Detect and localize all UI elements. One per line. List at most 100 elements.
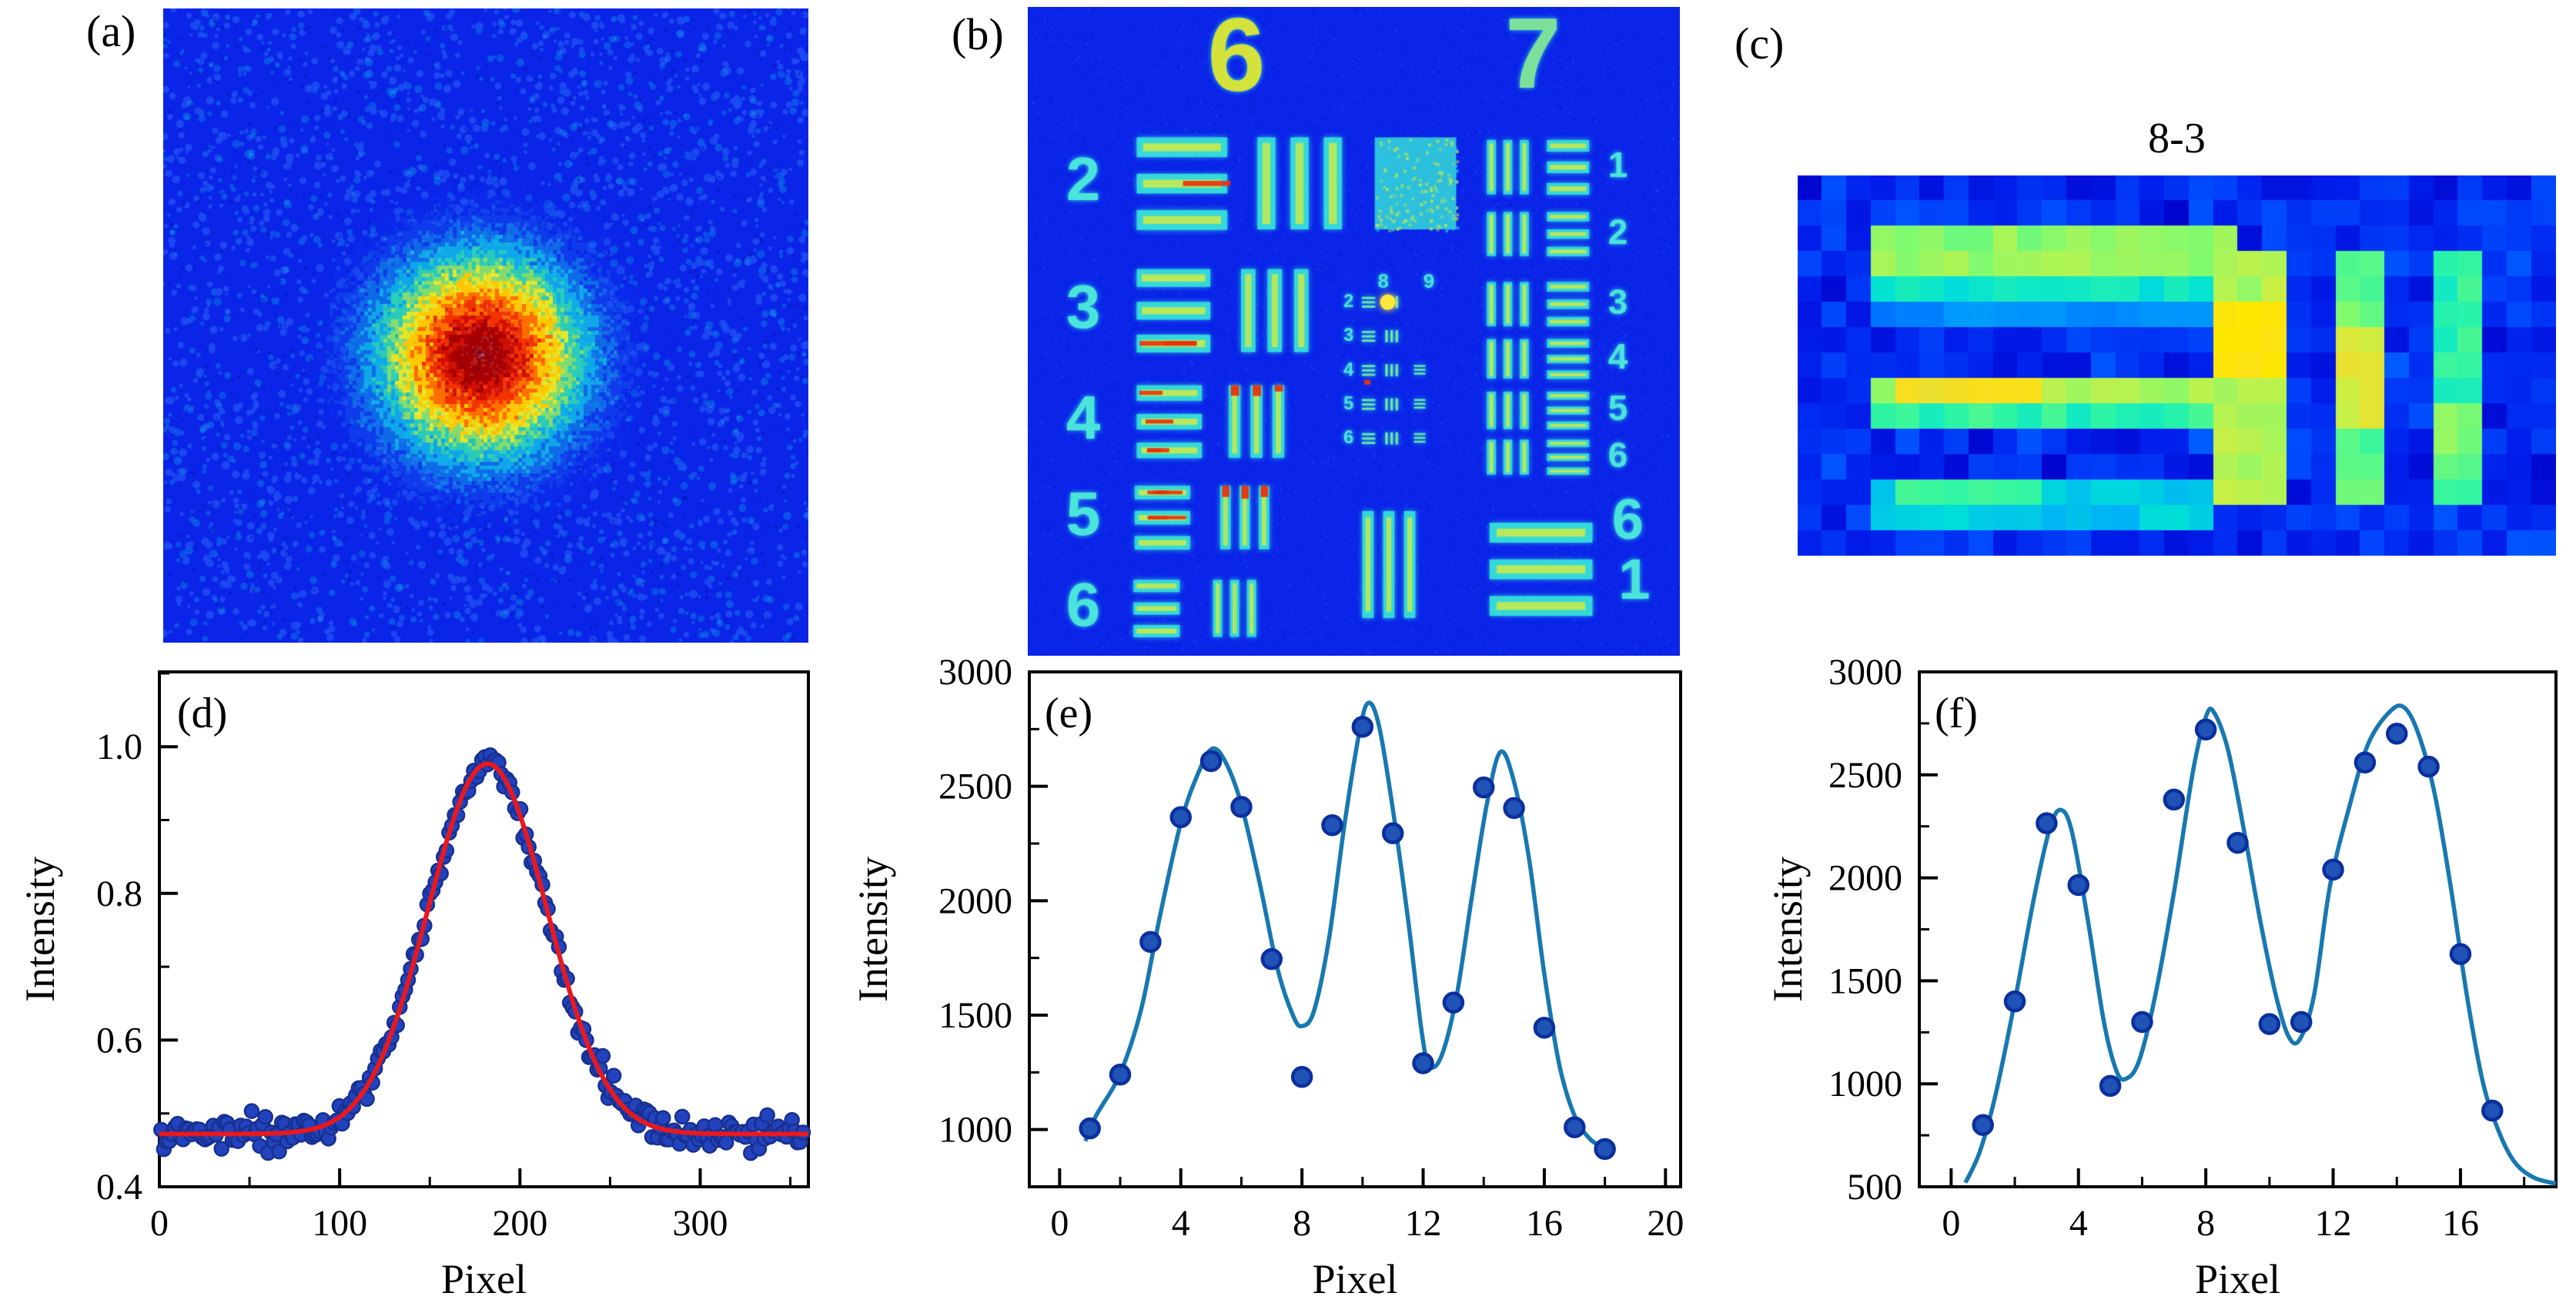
y-tick-label: 1500 (1828, 961, 1902, 1001)
x-tick-label: 4 (1172, 1203, 1190, 1244)
data-point (2099, 1074, 2122, 1098)
data-point (655, 1110, 671, 1126)
y-tick-label: 1000 (1828, 1064, 1902, 1104)
y-tick-label: 2500 (938, 767, 1012, 807)
data-point (1564, 1116, 1586, 1138)
data-point (1442, 991, 1465, 1014)
data-point (271, 1143, 287, 1160)
data-point (2036, 812, 2058, 834)
data-point (1230, 796, 1253, 818)
data-point (1351, 716, 1374, 738)
data-point (2258, 1013, 2281, 1035)
y-axis-label: Intensity (850, 857, 896, 1002)
data-point (257, 1109, 273, 1125)
data-point (1381, 822, 1404, 844)
data-point (243, 1103, 260, 1119)
data-point (674, 1108, 691, 1125)
data-point (2417, 755, 2440, 778)
data-point (2290, 1011, 2313, 1034)
data-point (2354, 751, 2377, 773)
panel-d-letter: (d) (177, 690, 227, 737)
data-point (1199, 750, 1223, 773)
y-tick-label: 2500 (1828, 755, 1902, 796)
x-tick-label: 0 (1942, 1203, 1960, 1244)
y-tick-label: 1000 (938, 1110, 1012, 1151)
data-point (2449, 943, 2472, 965)
data-point (1079, 1117, 1101, 1140)
x-axis-label: Pixel (441, 1256, 527, 1302)
y-tick-label: 2000 (938, 880, 1012, 921)
scatter-points (1972, 718, 2504, 1136)
panel-b-label: (b) (952, 9, 1004, 59)
data-point (1169, 806, 1192, 829)
data-point (1503, 797, 1525, 820)
fit-curve (1963, 703, 2557, 1186)
data-point (2067, 874, 2089, 897)
data-point (213, 1141, 229, 1157)
panel-b-usaf-target-image (1028, 7, 1680, 656)
x-tick-label: 8 (1293, 1203, 1311, 1244)
scatter-points (153, 747, 811, 1161)
data-point (1972, 1114, 1994, 1136)
data-point (2481, 1099, 2504, 1122)
y-tick-label: 500 (1847, 1167, 1902, 1208)
scatter-points (1079, 716, 1616, 1161)
y-tick-label: 0.8 (96, 874, 142, 914)
x-axis-label: Pixel (1312, 1256, 1397, 1302)
data-point (2163, 788, 2186, 811)
plot-frame (1028, 670, 1682, 1188)
panel-f-letter: (f) (1935, 690, 1978, 737)
plot-frame (1918, 670, 2558, 1188)
data-point (1321, 814, 1343, 837)
y-axis-label: Intensity (17, 857, 63, 1002)
x-tick-label: 8 (2196, 1203, 2215, 1244)
data-point (1260, 947, 1283, 971)
fit-line (159, 761, 808, 1137)
x-tick-label: 300 (673, 1203, 728, 1244)
x-tick-label: 0 (1050, 1203, 1069, 1244)
x-tick-label: 16 (2442, 1203, 2479, 1244)
panel-a-label: (a) (86, 6, 136, 56)
y-tick-label: 0.6 (96, 1020, 142, 1061)
data-point (2131, 1011, 2153, 1034)
data-point (2322, 858, 2344, 881)
data-point (1109, 1064, 1132, 1086)
plot-d: 0 100 200 300 0.4 0.6 0.8 1.0 Pixel Intensity (d) (17, 670, 811, 1302)
data-point (1139, 930, 1162, 954)
data-point (605, 1067, 622, 1084)
plot-frame (158, 670, 810, 1188)
data-point (594, 1047, 611, 1064)
data-point (1472, 776, 1495, 799)
y-tick-label: 2000 (1828, 858, 1902, 899)
y-tick-label: 3000 (938, 652, 1012, 693)
panel-a-speckle-image (163, 8, 808, 643)
data-point (1533, 1017, 1556, 1039)
data-point (1412, 1052, 1434, 1074)
y-tick-label: 1500 (938, 995, 1012, 1036)
x-tick-label: 12 (1405, 1203, 1442, 1244)
panel-c-zoom-heatmap-image (1798, 175, 2556, 556)
data-point (2226, 831, 2249, 854)
data-point (2003, 990, 2026, 1013)
y-tick-label: 0.4 (96, 1167, 142, 1208)
data-point (2194, 718, 2217, 741)
x-tick-label: 0 (150, 1203, 169, 1244)
y-tick-label: 3000 (1828, 652, 1902, 693)
y-axis-label: Intensity (1765, 857, 1811, 1002)
x-axis-label: Pixel (2195, 1256, 2280, 1302)
plot-e: 0 4 8 12 16 20 1000 1500 2000 2500 3000 Pixel Intens… (850, 652, 1684, 1302)
panel-c-title: 8-3 (2148, 115, 2206, 162)
x-tick-label: 4 (2069, 1203, 2088, 1244)
x-tick-label: 20 (1647, 1203, 1684, 1244)
y-tick-label: 1.0 (96, 727, 142, 767)
plot-f: 0 4 8 12 16 500 1000 1500 2000 2500 3000 Pixel Inten… (1765, 652, 2558, 1302)
fit-curve (1083, 700, 1608, 1152)
x-tick-label: 16 (1526, 1203, 1563, 1244)
panel-e-letter: (e) (1045, 690, 1092, 737)
data-point (759, 1107, 775, 1124)
data-point (1290, 1066, 1313, 1088)
panel-c-label: (c) (1735, 18, 1785, 68)
x-tick-label: 100 (312, 1203, 367, 1244)
x-tick-label: 200 (492, 1203, 547, 1244)
